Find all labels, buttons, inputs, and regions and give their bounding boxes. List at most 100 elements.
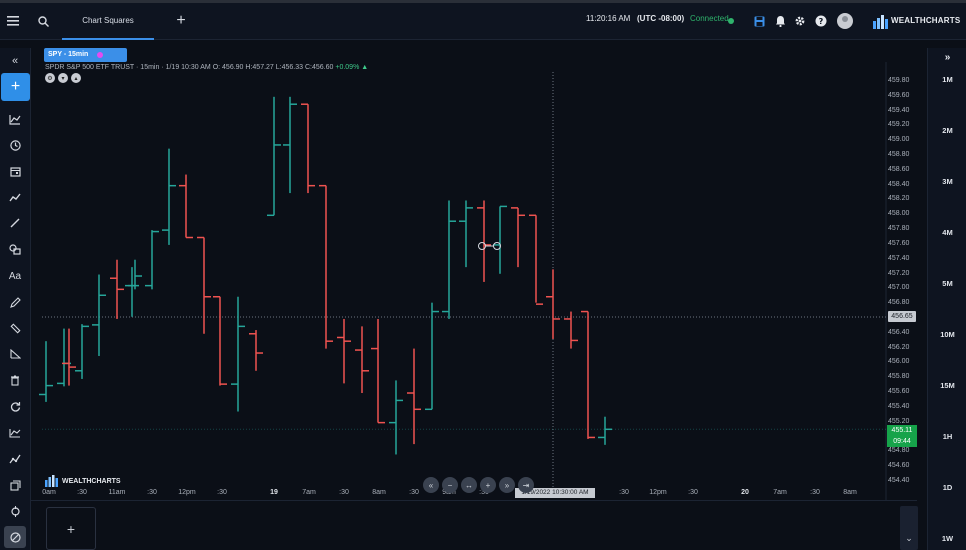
timezone[interactable]: (UTC -08:00) xyxy=(637,14,685,23)
timeframe-3m[interactable]: 3M xyxy=(942,177,953,186)
ohlc-bar xyxy=(459,200,473,268)
trash-icon[interactable] xyxy=(4,369,26,391)
collapse-panel-button[interactable]: ⌄ xyxy=(900,506,918,550)
fit-icon[interactable]: ↔ xyxy=(461,477,477,493)
current-price-tag: 455.11 09:44 xyxy=(887,425,917,447)
collapse-left-icon[interactable]: « xyxy=(11,55,19,67)
indicator-icon[interactable] xyxy=(4,422,26,444)
layers-icon[interactable] xyxy=(4,474,26,496)
price-tick-label: 455.40 xyxy=(888,402,910,410)
timeframe-15m[interactable]: 15M xyxy=(940,381,955,390)
ohlc-bar xyxy=(581,310,595,439)
price-tick-label: 457.00 xyxy=(888,284,910,292)
timeframe-10m[interactable]: 10M xyxy=(940,330,955,339)
shapes-icon[interactable] xyxy=(4,238,26,260)
search-icon[interactable] xyxy=(34,12,52,30)
dropdown-mini-icon[interactable]: ▾ xyxy=(58,73,68,83)
wealthcharts-logo-icon xyxy=(873,15,888,29)
save-icon[interactable] xyxy=(750,12,768,30)
add-tab-icon[interactable]: + xyxy=(176,12,186,29)
settings-bottom-icon[interactable] xyxy=(4,526,26,548)
pencil-icon[interactable] xyxy=(4,291,26,313)
chart-mini-controls: ⚙ ▾ ▴ xyxy=(45,73,81,83)
time-tick-label: 0am xyxy=(42,489,56,496)
time-tick-label: 12pm xyxy=(178,489,196,496)
ohlc-bar xyxy=(319,184,333,349)
measure-icon[interactable] xyxy=(4,343,26,365)
clock-icon[interactable] xyxy=(4,134,26,156)
price-tick-label: 459.00 xyxy=(888,136,910,144)
timeframe-5m[interactable]: 5M xyxy=(942,279,953,288)
help-icon[interactable]: ? xyxy=(812,12,830,30)
calendar-icon[interactable] xyxy=(4,160,26,182)
timeframe-1d[interactable]: 1D xyxy=(942,483,953,492)
symbol-pill[interactable]: SPY - 15min xyxy=(44,48,127,62)
bar-countdown: 09:44 xyxy=(893,438,911,445)
current-price: 455.11 xyxy=(891,427,913,434)
ohlc-bar xyxy=(283,96,297,194)
price-tick-label: 459.40 xyxy=(888,106,910,114)
ohlc-bar xyxy=(249,330,263,371)
ohlc-bar xyxy=(92,274,106,356)
tab-chart-squares[interactable]: Chart Squares xyxy=(62,3,154,40)
clock: 11:20:16 AM xyxy=(586,14,631,23)
left-toolbar: « + Aa xyxy=(0,48,31,550)
settings-mini-icon[interactable]: ⚙ xyxy=(45,73,55,83)
trend-icon[interactable] xyxy=(4,186,26,208)
time-tick-label: 19 xyxy=(270,489,278,496)
line-tool-icon[interactable] xyxy=(4,212,26,234)
chart-type-icon[interactable] xyxy=(4,108,26,130)
menu-icon[interactable] xyxy=(4,12,22,30)
time-tick-label: :30 xyxy=(147,489,157,496)
zoom-out-icon[interactable]: − xyxy=(442,477,458,493)
strategy-icon[interactable] xyxy=(4,448,26,470)
plot-area[interactable] xyxy=(42,62,886,490)
ohlc-bar xyxy=(546,269,560,339)
scroll-to-end-icon[interactable]: ⇥ xyxy=(518,477,534,493)
timeframe-2m[interactable]: 2M xyxy=(942,126,953,135)
scroll-right-icon[interactable]: » xyxy=(499,477,515,493)
timeframe-4m[interactable]: 4M xyxy=(942,228,953,237)
ohlc-bar xyxy=(301,103,315,194)
top-bar: Chart Squares + 11:20:16 AM (UTC -08:00)… xyxy=(0,0,966,40)
ohlc-low: L:456.33 xyxy=(275,64,304,71)
time-tick-label: :30 xyxy=(339,489,349,496)
ohlc-bar xyxy=(407,348,421,445)
price-tick-label: 455.80 xyxy=(888,373,910,381)
bottom-panel xyxy=(31,500,917,550)
text-tool-icon[interactable]: Aa xyxy=(8,270,22,282)
timeframe-1w[interactable]: 1W xyxy=(941,534,954,543)
ohlc-bar xyxy=(355,326,369,394)
bell-icon[interactable] xyxy=(771,12,789,30)
scroll-left-icon[interactable]: « xyxy=(423,477,439,493)
zoom-in-icon[interactable]: + xyxy=(480,477,496,493)
connection-status: Connected xyxy=(690,14,729,23)
time-tick-label: 7am xyxy=(302,489,316,496)
avatar[interactable] xyxy=(837,13,853,29)
add-button[interactable]: + xyxy=(1,73,30,101)
refresh-icon[interactable] xyxy=(4,395,26,417)
crosshair-icon[interactable] xyxy=(4,500,26,522)
ohlc-bar xyxy=(389,380,403,455)
symbol-color-dot-icon[interactable] xyxy=(97,52,103,58)
ohlc-bar xyxy=(75,324,89,379)
collapse-right-icon[interactable]: » xyxy=(944,52,951,63)
price-tick-label: 454.80 xyxy=(888,447,910,455)
ohlc-bar xyxy=(511,207,525,268)
price-tick-label: 458.00 xyxy=(888,210,910,218)
ohlc-bar xyxy=(529,214,543,305)
add-chart-square-button[interactable]: + xyxy=(46,507,96,550)
timeframe-1m[interactable]: 1M xyxy=(942,75,953,84)
ohlc-bar xyxy=(267,96,281,217)
ohlc-bar xyxy=(598,416,612,445)
time-tick-label: :30 xyxy=(479,489,489,496)
logo-text: WEALTHCHARTS xyxy=(891,16,961,25)
price-tick-label: 457.60 xyxy=(888,239,910,247)
ruler-icon[interactable] xyxy=(4,317,26,339)
price-tick-label: 456.00 xyxy=(888,358,910,366)
timeframe-1h[interactable]: 1H xyxy=(942,432,953,441)
collapse-mini-icon[interactable]: ▴ xyxy=(71,73,81,83)
price-tick-label: 456.20 xyxy=(888,343,910,351)
gear-icon[interactable] xyxy=(791,12,809,30)
